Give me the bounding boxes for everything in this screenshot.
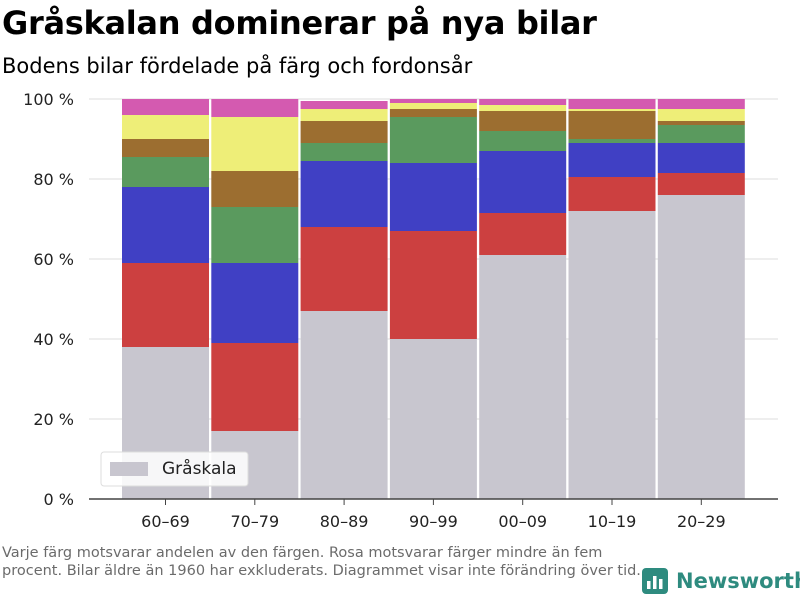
y-tick-label: 0 % [44, 490, 74, 509]
bar-segment [389, 103, 477, 109]
bar-segment [300, 109, 388, 121]
y-tick-label: 60 % [33, 250, 74, 269]
bar-segment [657, 99, 745, 109]
bar-segment [657, 109, 745, 121]
brand-logo[interactable]: Newsworthy [642, 568, 800, 594]
bar-segment [300, 161, 388, 227]
bar-segment [657, 143, 745, 173]
bar-segment [568, 177, 656, 211]
bar-segment [568, 143, 656, 177]
bar-segment [122, 187, 209, 263]
stacked-bar-chart: 0 % 20 % 40 % 60 % 80 % 100 % 60–69 70–79 80–89 9… [23, 90, 778, 531]
chart-subtitle: Bodens bilar fördelade på färg och fordo… [2, 54, 473, 78]
bar-segment [300, 143, 388, 161]
footnote: Varje färg motsvarar andelen av den färg… [2, 545, 641, 579]
bar-segment [211, 343, 299, 431]
bar-segment [479, 255, 567, 499]
bar-segment [122, 263, 209, 347]
bar-segment [300, 101, 388, 109]
legend: Gråskala [100, 451, 249, 487]
bar-segment [300, 227, 388, 311]
bar-segment [568, 211, 656, 499]
bar-segment [300, 311, 388, 499]
bar-segment [479, 111, 567, 131]
bar-segment [479, 99, 567, 105]
bar-segment [479, 151, 567, 213]
x-tick-label: 90–99 [409, 512, 458, 531]
x-tick-label: 10–19 [588, 512, 637, 531]
bar-segment [389, 99, 477, 103]
bar-segment [568, 111, 656, 139]
bar-segment [211, 117, 299, 171]
bar-chart-icon [642, 568, 668, 594]
bar-segment [122, 139, 209, 157]
bar-segment [211, 171, 299, 207]
bar-segment [389, 163, 477, 231]
bar-segment [389, 231, 477, 339]
legend-label: Gråskala [162, 458, 237, 479]
bar-segment [568, 99, 656, 109]
bars [122, 99, 745, 499]
legend-swatch [110, 462, 148, 476]
bar-segment [568, 139, 656, 143]
bar-segment [211, 99, 299, 117]
bar-segment [479, 105, 567, 111]
bar-segment [389, 339, 477, 499]
legend-box [100, 451, 249, 487]
bar-segment [300, 121, 388, 143]
x-tick-label: 20–29 [677, 512, 726, 531]
bar-segment [657, 125, 745, 143]
x-tick-label: 60–69 [141, 512, 190, 531]
bar-segment [479, 131, 567, 151]
x-tick-label: 70–79 [230, 512, 279, 531]
y-tick-label: 100 % [23, 90, 74, 109]
bar-segment [211, 263, 299, 343]
bar-segment [122, 115, 209, 139]
bar-segment [657, 173, 745, 195]
bar-segment [122, 157, 209, 187]
axes: 0 % 20 % 40 % 60 % 80 % 100 % 60–69 70–79 80–89 9… [23, 90, 778, 531]
bar-segment [479, 213, 567, 255]
y-tick-label: 40 % [33, 330, 74, 349]
y-tick-label: 20 % [33, 410, 74, 429]
brand-name: Newsworthy [676, 569, 800, 593]
x-tick-label: 80–89 [320, 512, 369, 531]
bar-segment [389, 109, 477, 117]
y-tick-label: 80 % [33, 170, 74, 189]
x-tick-label: 00–09 [498, 512, 547, 531]
chart-title: Gråskalan dominerar på nya bilar [2, 4, 597, 42]
bar-segment [657, 195, 745, 499]
bar-segment [122, 99, 209, 115]
bar-segment [657, 121, 745, 125]
bar-segment [211, 207, 299, 263]
bar-segment [568, 109, 656, 111]
bar-segment [389, 117, 477, 163]
